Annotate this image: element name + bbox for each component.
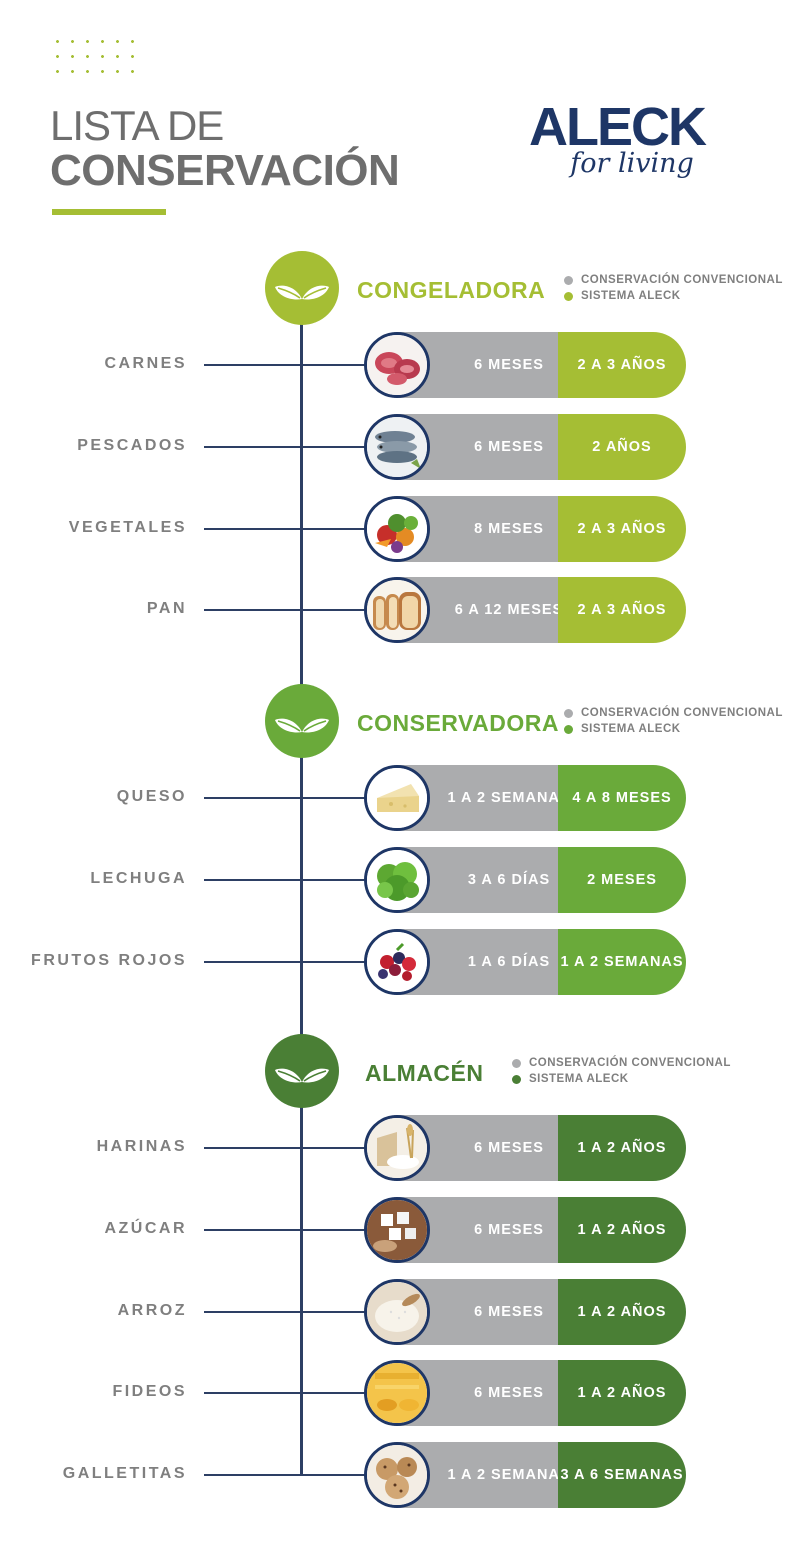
aleck-duration: 2 MESES [558, 847, 686, 913]
legend-dot-gray [564, 276, 573, 286]
rice-icon [364, 1279, 430, 1345]
connector-line [204, 961, 368, 963]
aleck-duration: 1 A 2 AÑOS [558, 1197, 686, 1263]
conservation-pill: 1 A 6 DÍAS 1 A 2 SEMANAS [364, 929, 686, 995]
aleck-duration: 1 A 2 AÑOS [558, 1360, 686, 1426]
lettuce-icon [364, 847, 430, 913]
food-label: FRUTOS ROJOS [31, 952, 187, 969]
section-legend: CONSERVACIÓN CONVENCIONAL SISTEMA ALECK [564, 706, 783, 737]
conservation-pill: 6 MESES 1 A 2 AÑOS [364, 1115, 686, 1181]
connector-line [204, 1474, 368, 1476]
aleck-duration: 1 A 2 AÑOS [558, 1115, 686, 1181]
legend-item-aleck: SISTEMA ALECK [512, 1072, 731, 1088]
aleck-duration: 1 A 2 AÑOS [558, 1279, 686, 1345]
decorative-dot-grid [50, 34, 145, 84]
connector-line [204, 1392, 368, 1394]
conservation-pill: 6 MESES 1 A 2 AÑOS [364, 1197, 686, 1263]
brand-logo: ALECK for living [512, 98, 722, 179]
legend-label-aleck: SISTEMA ALECK [581, 722, 681, 735]
conservation-pill: 8 MESES 2 A 3 AÑOS [364, 496, 686, 562]
food-label: CARNES [104, 355, 187, 372]
pasta-icon [364, 1360, 430, 1426]
section-title: ALMACÉN [365, 1060, 484, 1086]
page-title-line1: LISTA DE [50, 102, 224, 149]
connector-line [204, 609, 368, 611]
brand-name: ALECK [529, 97, 707, 157]
food-label: FIDEOS [112, 1383, 187, 1400]
legend-dot-gray [512, 1059, 521, 1069]
legend-label-conventional: CONSERVACIÓN CONVENCIONAL [581, 274, 783, 286]
meat-icon [364, 332, 430, 398]
food-label: QUESO [116, 788, 187, 805]
conservation-pill: 6 MESES 1 A 2 AÑOS [364, 1279, 686, 1345]
food-label: PAN [146, 600, 187, 617]
title-underline [52, 209, 166, 215]
legend-item-aleck: SISTEMA ALECK [564, 722, 783, 738]
connector-line [204, 528, 368, 530]
timeline-spine [300, 300, 303, 1476]
section-icon-circle [265, 251, 339, 325]
food-label: VEGETALES [68, 519, 187, 536]
connector-line [204, 797, 368, 799]
legend-item-aleck: SISTEMA ALECK [564, 289, 783, 305]
vegetables-icon [364, 496, 430, 562]
food-label: PESCADOS [77, 437, 187, 454]
conservation-pill: 6 A 12 MESES 2 A 3 AÑOS [364, 577, 686, 643]
legend-dot-green [564, 724, 573, 734]
conservation-pill: 6 MESES 2 AÑOS [364, 414, 686, 480]
conservation-pill: 1 A 2 SEMANAS 4 A 8 MESES [364, 765, 686, 831]
legend-label-conventional: CONSERVACIÓN CONVENCIONAL [581, 707, 783, 719]
legend-dot-green [564, 291, 573, 301]
food-label: ARROZ [117, 1302, 187, 1319]
aleck-duration: 3 A 6 SEMANAS [558, 1442, 686, 1508]
connector-line [204, 364, 368, 366]
aleck-duration: 2 A 3 AÑOS [558, 496, 686, 562]
conservation-pill: 1 A 2 SEMANAS 3 A 6 SEMANAS [364, 1442, 686, 1508]
brand-tagline: for living [570, 148, 694, 179]
food-label: GALLETITAS [62, 1465, 187, 1482]
connector-line [204, 446, 368, 448]
legend-dot-gray [564, 709, 573, 719]
aleck-duration: 2 A 3 AÑOS [558, 332, 686, 398]
aleck-duration: 1 A 2 SEMANAS [558, 929, 686, 995]
bread-icon [364, 577, 430, 643]
legend-label-aleck: SISTEMA ALECK [529, 1072, 629, 1085]
section-icon-circle [265, 1034, 339, 1108]
legend-label-aleck: SISTEMA ALECK [581, 289, 681, 302]
aleck-duration: 4 A 8 MESES [558, 765, 686, 831]
conservation-pill: 6 MESES 1 A 2 AÑOS [364, 1360, 686, 1426]
aleck-duration: 2 AÑOS [558, 414, 686, 480]
aleck-duration: 2 A 3 AÑOS [558, 577, 686, 643]
section-icon-circle [265, 684, 339, 758]
conservation-pill: 3 A 6 DÍAS 2 MESES [364, 847, 686, 913]
connector-line [204, 1147, 368, 1149]
section-legend: CONSERVACIÓN CONVENCIONAL SISTEMA ALECK [512, 1056, 731, 1087]
section-legend: CONSERVACIÓN CONVENCIONAL SISTEMA ALECK [564, 273, 783, 304]
sugar-icon [364, 1197, 430, 1263]
food-label: LECHUGA [90, 870, 187, 887]
legend-item-conventional: CONSERVACIÓN CONVENCIONAL [564, 706, 783, 722]
food-label: AZÚCAR [104, 1220, 187, 1237]
connector-line [204, 1311, 368, 1313]
section-title: CONGELADORA [357, 277, 546, 303]
legend-item-conventional: CONSERVACIÓN CONVENCIONAL [512, 1056, 731, 1072]
fish-icon [364, 414, 430, 480]
leaves-icon [265, 251, 339, 325]
section-title: CONSERVADORA [357, 710, 559, 736]
legend-item-conventional: CONSERVACIÓN CONVENCIONAL [564, 273, 783, 289]
food-label: HARINAS [96, 1138, 187, 1155]
legend-label-conventional: CONSERVACIÓN CONVENCIONAL [529, 1057, 731, 1069]
connector-line [204, 879, 368, 881]
conservation-pill: 6 MESES 2 A 3 AÑOS [364, 332, 686, 398]
page-title-line2: CONSERVACIÓN [50, 146, 400, 195]
cookies-icon [364, 1442, 430, 1508]
connector-line [204, 1229, 368, 1231]
flour-icon [364, 1115, 430, 1181]
cheese-icon [364, 765, 430, 831]
legend-dot-green [512, 1074, 521, 1084]
leaves-icon [265, 684, 339, 758]
berries-icon [364, 929, 430, 995]
leaves-icon [265, 1034, 339, 1108]
